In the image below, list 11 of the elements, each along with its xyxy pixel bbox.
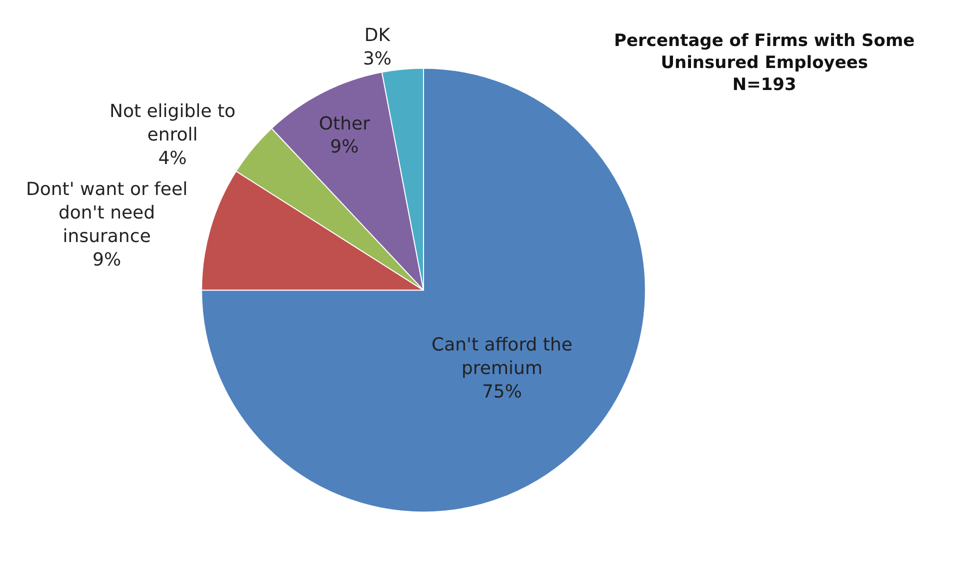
text: Percentage of Firms with Some Uninsured Employees N=193 bbox=[614, 31, 915, 96]
slice-label: Can't afford the premium bbox=[432, 334, 572, 380]
data-label: 4% bbox=[158, 148, 187, 169]
data-label: 9% bbox=[330, 136, 359, 158]
data-label: 3% bbox=[362, 48, 392, 70]
slice-label: DK bbox=[364, 24, 392, 46]
slice-label: Other bbox=[318, 113, 371, 134]
data-label: 9% bbox=[92, 249, 122, 270]
data-label: 75% bbox=[482, 382, 522, 403]
slice-label: Not eligible to enroll bbox=[109, 101, 236, 146]
slice-label: Dont' want or feel don't need insurance bbox=[26, 179, 188, 247]
